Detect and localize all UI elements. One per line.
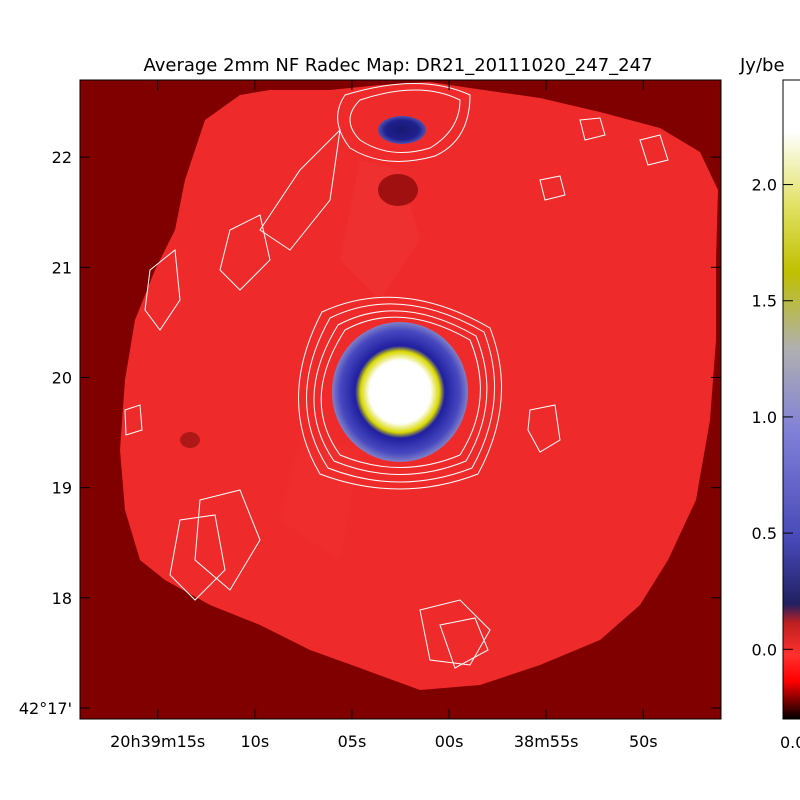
colorbar-bottom-label: 0.0 — [780, 733, 800, 752]
x-tick-label: 00s — [435, 732, 464, 751]
y-tick-label: 20 — [52, 368, 72, 387]
colorbar-tick-label: 1.0 — [752, 408, 777, 427]
x-axis: 20h39m15s 10s 05s 00s 38m55s 50s — [110, 80, 658, 751]
y-tick-label: 22 — [52, 148, 72, 167]
x-tick-label: 50s — [629, 732, 658, 751]
y-tick-label: 42°17' — [19, 699, 72, 718]
colorbar-tick-label: 0.5 — [752, 524, 777, 543]
colorbar-scale — [782, 79, 800, 720]
x-tick-label: 20h39m15s — [110, 732, 205, 751]
north-source — [378, 116, 426, 144]
x-tick-label: 10s — [240, 732, 269, 751]
field-streak — [280, 440, 360, 560]
colorbar: Jy/be 0.0 0.5 1.0 1.5 2.0 0.0 — [739, 55, 800, 752]
dark-spot — [180, 432, 200, 448]
colorbar-tick-label: 1.5 — [752, 292, 777, 311]
colorbar-unit-label: Jy/be — [739, 55, 785, 76]
central-source — [332, 322, 468, 462]
colorbar-ticks: 0.0 0.5 1.0 1.5 2.0 — [752, 176, 793, 659]
x-tick-label: 05s — [338, 732, 367, 751]
y-axis: 42°17' 18 19 20 21 22 — [19, 148, 721, 718]
dark-spot — [378, 174, 418, 206]
colorbar-tick-label: 0.0 — [752, 640, 777, 659]
chart-title: Average 2mm NF Radec Map: DR21_20111020_… — [143, 55, 652, 76]
y-tick-label: 19 — [52, 479, 72, 498]
x-tick-label: 38m55s — [514, 732, 579, 751]
plot-frame — [79, 79, 722, 720]
colorbar-tick-label: 2.0 — [752, 176, 777, 195]
map-plot-area — [80, 80, 721, 719]
contour-lines — [124, 83, 669, 669]
y-tick-label: 18 — [52, 589, 72, 608]
y-tick-label: 21 — [52, 258, 72, 277]
